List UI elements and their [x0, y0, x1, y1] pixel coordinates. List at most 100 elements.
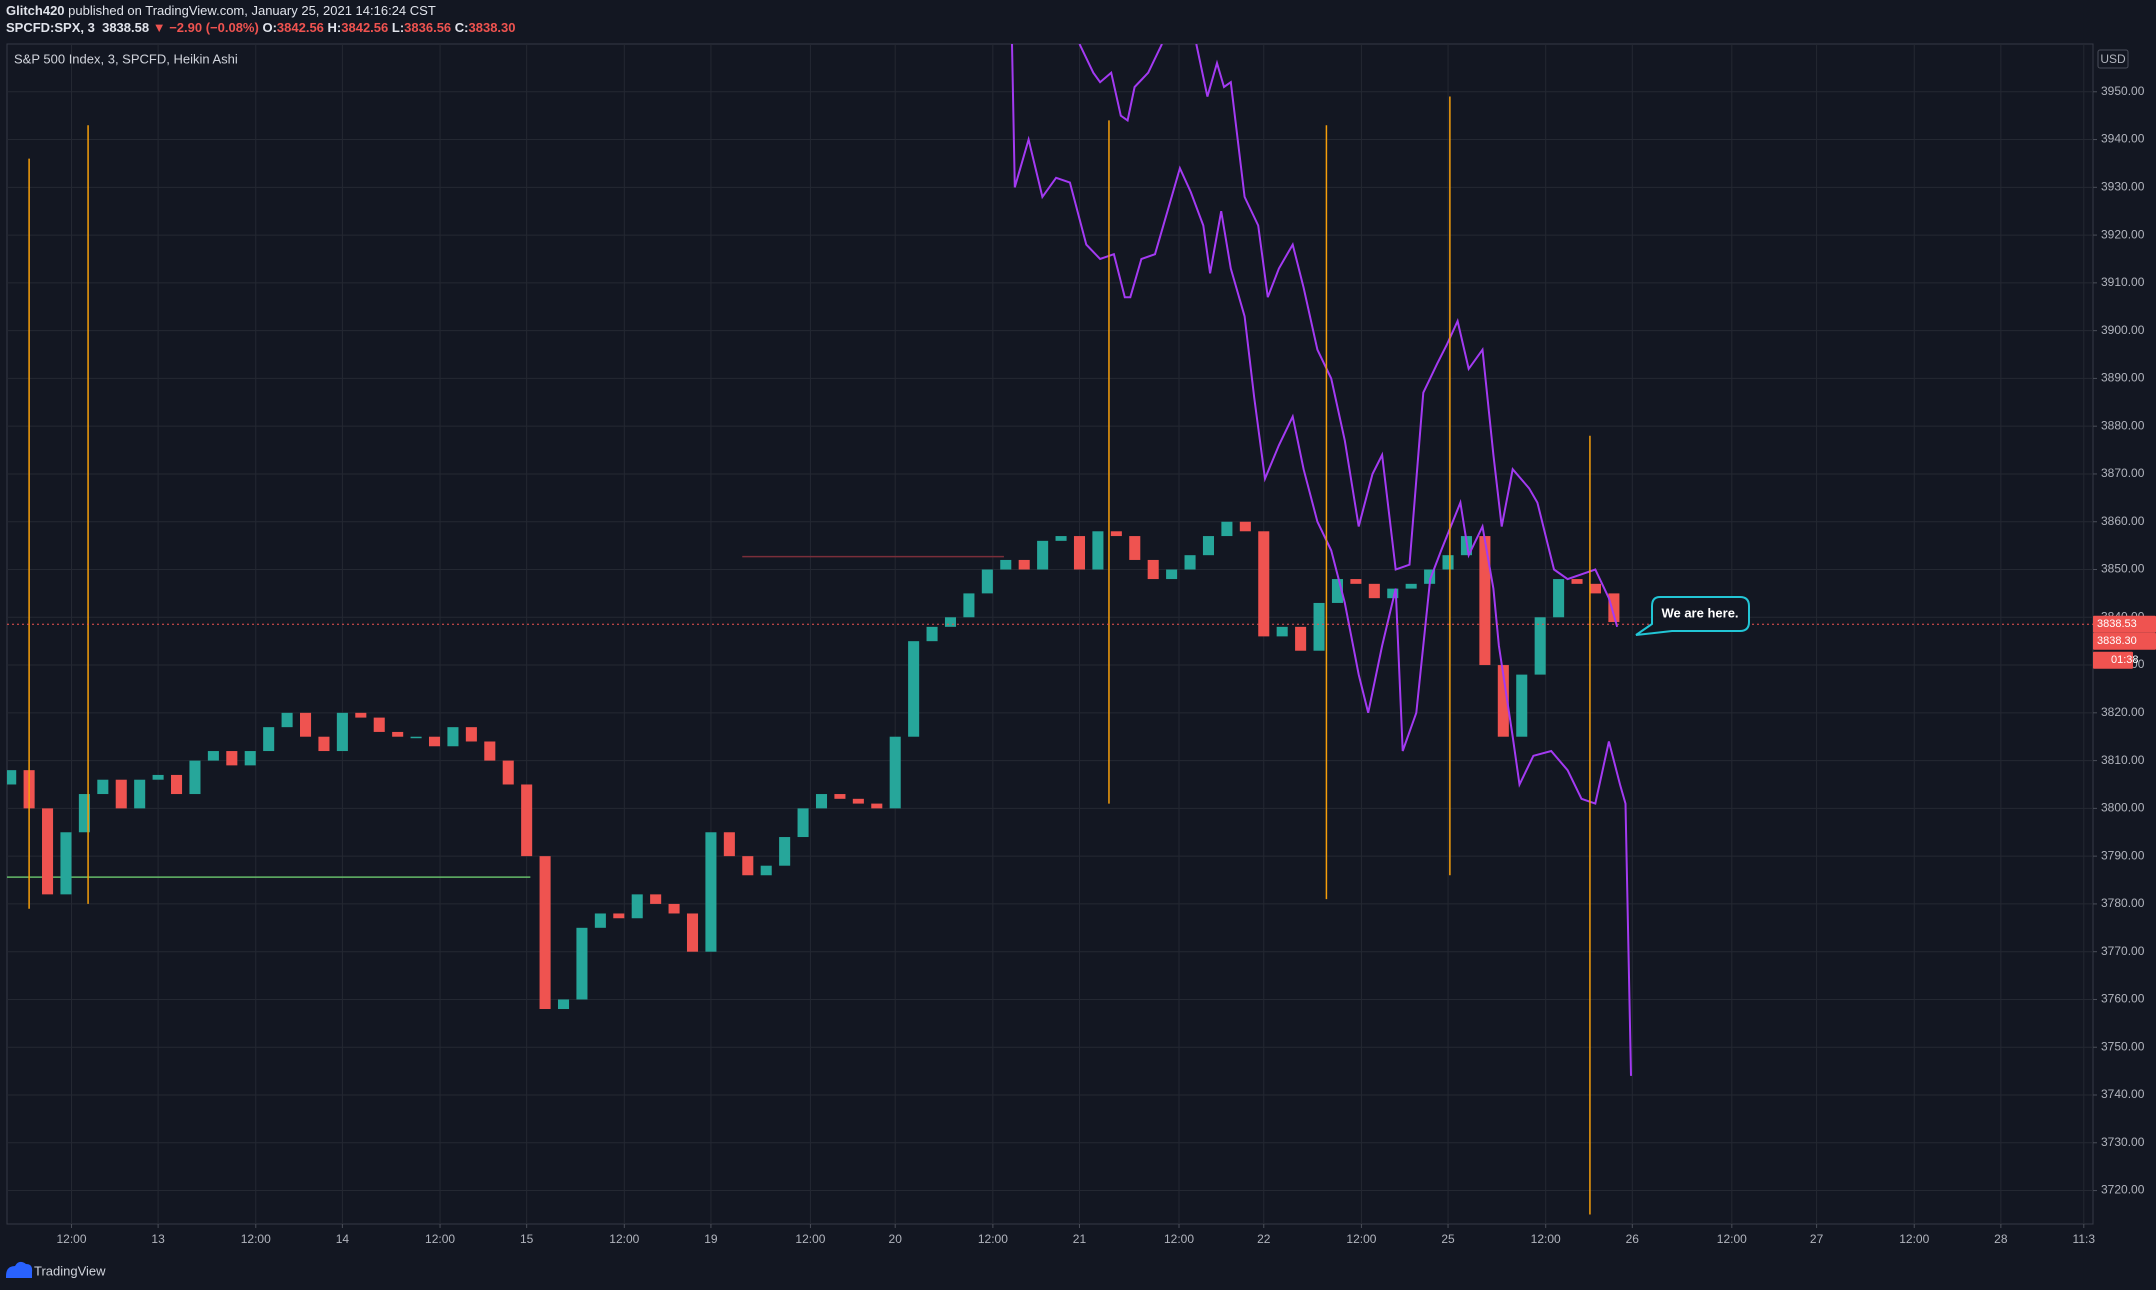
x-tick-label: 19	[704, 1232, 718, 1246]
indicator-line	[1011, 44, 1632, 1076]
candle	[834, 794, 846, 799]
x-tick-label: 13	[151, 1232, 165, 1246]
candle	[594, 913, 606, 928]
y-tick-label: 3780.00	[2101, 896, 2145, 910]
candle	[115, 779, 127, 809]
candle	[134, 779, 146, 809]
y-tick-label: 3760.00	[2101, 992, 2145, 1006]
y-tick-label: 3820.00	[2101, 705, 2145, 719]
candle	[723, 832, 735, 857]
candle	[1313, 602, 1325, 651]
plot	[7, 44, 2093, 1215]
y-tick-label: 3890.00	[2101, 371, 2145, 385]
candle	[189, 760, 201, 795]
value: 3838.30	[468, 20, 516, 35]
candle	[60, 832, 72, 895]
y-tick-label: 3860.00	[2101, 514, 2145, 528]
candle	[1037, 540, 1049, 570]
candle	[263, 727, 275, 752]
x-tick-label: 27	[1810, 1232, 1824, 1246]
quote-line: SPCFD:SPX, 3 3838.58 ▼ −2.90 (−0.08%) O:…	[6, 19, 516, 36]
callout-text: We are here.	[1661, 605, 1738, 620]
y-tick-label: 3870.00	[2101, 466, 2145, 480]
header: Glitch420 published on TradingView.com, …	[6, 2, 516, 36]
candle	[926, 626, 938, 642]
candle	[1147, 559, 1159, 580]
y-tick-label: 3910.00	[2101, 275, 2145, 289]
candle	[797, 808, 809, 838]
y-tick-label: 3950.00	[2101, 84, 2145, 98]
candle	[742, 856, 754, 876]
candle	[1442, 555, 1454, 570]
candle	[428, 736, 441, 747]
value: 3842.56	[341, 20, 389, 35]
candle	[207, 751, 219, 761]
y-tick-label: 3920.00	[2101, 227, 2145, 241]
y-tick-label: 3900.00	[2101, 323, 2145, 337]
candle	[1424, 569, 1436, 584]
candle	[613, 913, 625, 919]
last-price-label: 3838.53	[2097, 618, 2137, 630]
y-tick-label: 3770.00	[2101, 944, 2145, 958]
x-tick-label: 21	[1073, 1232, 1087, 1246]
candle	[815, 794, 828, 809]
candle	[1055, 536, 1067, 541]
candle	[1387, 588, 1399, 599]
change: ▼ −2.90 (−0.08%)	[152, 20, 259, 35]
x-tick-label: 14	[336, 1232, 350, 1246]
candle	[963, 593, 975, 618]
ohlc-o: O:3842.56	[262, 20, 323, 35]
label: L:	[391, 20, 405, 35]
candle	[779, 837, 791, 866]
y-tick-label: 3880.00	[2101, 418, 2145, 432]
candle	[392, 731, 404, 737]
value: 3842.56	[276, 20, 324, 35]
candle	[299, 712, 312, 737]
y-tick-label: 3750.00	[2101, 1039, 2145, 1053]
candle	[557, 999, 570, 1010]
x-tick-label: 12:00	[1531, 1232, 1561, 1246]
x-tick-label: 12:00	[425, 1232, 455, 1246]
last: 3838.58	[102, 20, 150, 35]
candle	[668, 903, 680, 914]
candle	[1534, 617, 1546, 675]
candle	[1608, 593, 1620, 623]
label: O:	[262, 20, 277, 35]
candle	[944, 617, 957, 627]
candle	[1497, 665, 1509, 737]
y-tick-label: 3720.00	[2101, 1183, 2145, 1197]
currency-box	[2097, 49, 2129, 69]
candle	[1239, 521, 1251, 532]
last-price-label-box	[2093, 615, 2156, 633]
publish-line: Glitch420 published on TradingView.com, …	[6, 2, 516, 19]
candle	[78, 794, 90, 833]
candle	[650, 894, 662, 904]
legend: S&P 500 Index, 3, SPCFD, Heikin Ashi	[14, 51, 238, 66]
candle	[318, 736, 330, 752]
candle	[1258, 531, 1270, 637]
symbol: SPCFD:SPX, 3	[6, 20, 95, 35]
x-tick-label: 22	[1257, 1232, 1271, 1246]
x-tick-label: 20	[889, 1232, 903, 1246]
candle	[1405, 583, 1417, 589]
candle	[871, 803, 883, 809]
candle	[981, 569, 993, 594]
candle	[631, 894, 643, 919]
y-tick-label: 3940.00	[2101, 132, 2145, 146]
x-tick-label: 12:00	[609, 1232, 639, 1246]
candle	[1571, 579, 1583, 584]
candle	[42, 808, 54, 895]
x-tick-label: 26	[1626, 1232, 1640, 1246]
candle	[171, 774, 183, 795]
candle	[1110, 531, 1122, 537]
y-tick-label: 3810.00	[2101, 753, 2145, 767]
x-tick-label: 12:00	[241, 1232, 271, 1246]
x-tick-label: 11:3	[2073, 1232, 2096, 1246]
publisher: Glitch420	[6, 3, 65, 18]
candle	[484, 741, 496, 761]
candle	[1129, 536, 1141, 560]
x-tick-label: 12:00	[1346, 1232, 1376, 1246]
close-price-label-box	[2093, 632, 2156, 650]
y-tick-label: 3730.00	[2101, 1135, 2145, 1149]
